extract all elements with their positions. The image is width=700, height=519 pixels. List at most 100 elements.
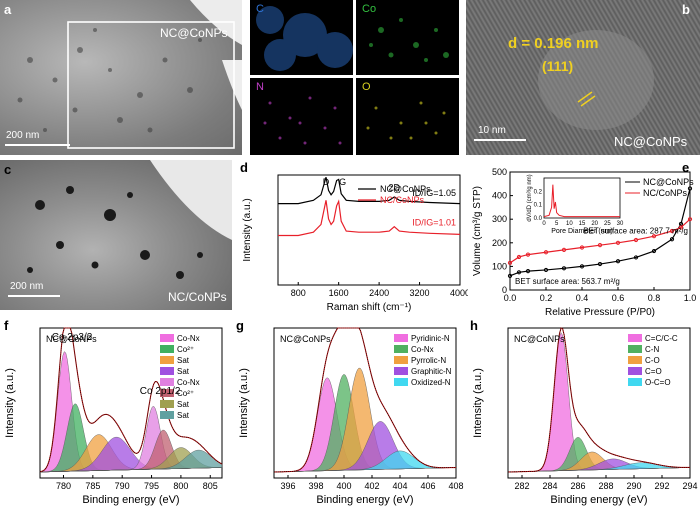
raman-x-axis-label: Raman shift (cm⁻¹) <box>327 302 412 313</box>
d-spacing-label: d = 0.196 nm <box>508 35 599 52</box>
xps-n-legend-label-2: Pyrrolic-N <box>411 356 446 365</box>
xps-c-legend-swatch-2 <box>628 356 642 364</box>
bet-ytick-label-3: 300 <box>492 214 507 224</box>
xps-c-xtick-label-5: 292 <box>654 481 669 491</box>
bet-point-1-6 <box>597 243 603 248</box>
xps-c-legend-label-1: C-N <box>645 345 659 354</box>
bet-inset-xtick-label-2: 10 <box>566 221 573 227</box>
bet-point-0-9 <box>651 248 657 254</box>
raman-peak-label-g: G <box>339 177 346 187</box>
xps-n-legend-swatch-4 <box>394 378 408 386</box>
bet-point-1-8 <box>633 237 639 243</box>
xps-c-legend-swatch-1 <box>628 345 642 353</box>
raman-y-axis-label: Intensity (a.u.) <box>242 198 253 261</box>
bet-point-0-10 <box>669 237 675 242</box>
bet-point-1-12 <box>687 217 693 222</box>
raman-legend-label-1: NC/CoNPs <box>380 195 425 205</box>
panel-label-b: b <box>682 2 690 17</box>
plot-frame <box>509 171 691 291</box>
xps-co-xtick-label-1: 785 <box>85 481 100 491</box>
xps-n-sample-label: NC@CoNPs <box>280 334 331 344</box>
bet-ytick-label-0: 0 <box>502 285 507 295</box>
eds-label-n: N <box>256 81 264 93</box>
xps-co-legend-swatch-3 <box>160 367 174 375</box>
xps-co-legend-label-6: Sat <box>177 400 190 409</box>
xps-c-legend-swatch-3 <box>628 367 642 375</box>
xps-n-xtick-label-6: 408 <box>448 481 463 491</box>
tem-image-nc-slash-conps: 200 nm NC/CoNPs <box>0 160 232 310</box>
xps-n-legend-label-3: Graphitic-N <box>411 367 452 376</box>
panel-label-a: a <box>4 2 12 17</box>
sample-label: NC@CoNPs <box>160 26 228 40</box>
xps-co-legend-swatch-2 <box>160 356 174 364</box>
raman-peak-label-2d: 2D <box>389 182 401 192</box>
raman-legend-label-0: NC@CoNPs <box>380 184 431 194</box>
panel-label-f: f <box>4 318 9 333</box>
panel-label-g: g <box>236 318 244 333</box>
eds-map-co: Co <box>356 0 459 75</box>
raman-xtick-label-2: 2400 <box>369 288 389 298</box>
bet-xtick-label-2: 0.4 <box>576 293 589 303</box>
xps-c-legend-label-4: O-C=O <box>645 378 671 387</box>
bet-point-0-8 <box>633 255 639 260</box>
tem-image-nc-conps: NC@CoNPs 200 nm <box>0 0 242 155</box>
scale-bar-label: 200 nm <box>10 281 44 292</box>
bet-ytick-label-5: 500 <box>492 167 507 177</box>
xps-n-legend-swatch-1 <box>394 345 408 353</box>
raman-xtick-label-3: 3200 <box>410 288 430 298</box>
bet-xtick-label-3: 0.6 <box>612 293 625 303</box>
xps-c-xtick-label-1: 284 <box>542 481 557 491</box>
xps-co-legend-swatch-7 <box>160 411 174 419</box>
bet-point-0-2 <box>525 269 531 274</box>
bet-inset-ytick-label-1: 0.1 <box>534 203 543 209</box>
bet-y-axis-label: Volume (cm³/g STP) <box>472 186 483 276</box>
xps-co-legend-swatch-5 <box>160 389 174 397</box>
panel-label-e: e <box>682 160 690 175</box>
tem-particles <box>5 0 242 149</box>
xps-n-xtick-label-0: 396 <box>280 481 295 491</box>
eds-label-co: Co <box>362 3 377 15</box>
xps-c-y-axis-label: Intensity (a.u.) <box>472 368 484 438</box>
xps-c-x-axis-label: Binding energy (eV) <box>550 494 647 506</box>
xps-co-y-axis-label: Intensity (a.u.) <box>4 368 16 438</box>
bet-inset-xtick-label-5: 25 <box>604 221 611 227</box>
bet-point-1-10 <box>669 228 675 234</box>
xps-co-xtick-label-4: 800 <box>173 481 188 491</box>
xps-c-xtick-label-4: 290 <box>626 481 641 491</box>
xps-n-legend-swatch-0 <box>394 334 408 342</box>
xps-c-legend-label-3: C=O <box>645 367 662 376</box>
bet-point-1-1 <box>516 254 522 260</box>
bet-xtick-label-5: 1.0 <box>684 293 697 303</box>
hrtem-image: d = 0.196 nm (111) 10 nm NC@CoNPs <box>466 0 700 155</box>
xps-n1s-chart: 396 398 400 402 404 406 408 Binding energy (eV)… <box>238 327 464 506</box>
xps-c-xtick-label-6: 294 <box>682 481 697 491</box>
xps-c-envelope <box>507 327 691 473</box>
xps-co-legend-swatch-6 <box>160 400 174 408</box>
xps-n-y-axis-label: Intensity (a.u.) <box>238 368 250 438</box>
raman-series-0 <box>278 177 461 205</box>
xps-c-legend-label-2: C-O <box>645 356 660 365</box>
eds-map-c: C <box>250 0 353 75</box>
eds-label-o: O <box>362 81 371 93</box>
bet-point-0-12 <box>687 186 693 191</box>
bet-xtick-label-1: 0.2 <box>540 293 553 303</box>
bet-inset-xtick-label-3: 15 <box>579 221 586 227</box>
raman-xtick-label-1: 1600 <box>329 288 349 298</box>
xps-c-sample-label: NC@CoNPs <box>514 334 565 344</box>
bet-legend-label-1: NC/CoNPs <box>643 188 688 198</box>
xps-c-peak-0 <box>507 332 691 473</box>
eds-label-c: C <box>256 3 264 15</box>
xps-co-legend-label-5: Co²⁺ <box>177 389 194 398</box>
xps-c-raw-data <box>507 327 691 473</box>
scale-bar-label: 200 nm <box>6 130 40 141</box>
eds-map-n: N <box>250 78 353 155</box>
xps-co-x-axis-label: Binding energy (eV) <box>82 494 179 506</box>
xps-n-legend-swatch-3 <box>394 367 408 375</box>
xps-n-xtick-label-1: 398 <box>308 481 323 491</box>
xps-co-peak-label-a: Co 2p3/2 <box>52 332 93 343</box>
bet-area-label-2: BET surface area: 563.7 m²/g <box>515 277 620 286</box>
raman-ratio-label-1: ID/IG=1.05 <box>412 188 456 198</box>
bet-series-1 <box>509 218 691 264</box>
scale-bar-label: 10 nm <box>478 125 506 136</box>
bet-point-1-5 <box>579 245 585 250</box>
